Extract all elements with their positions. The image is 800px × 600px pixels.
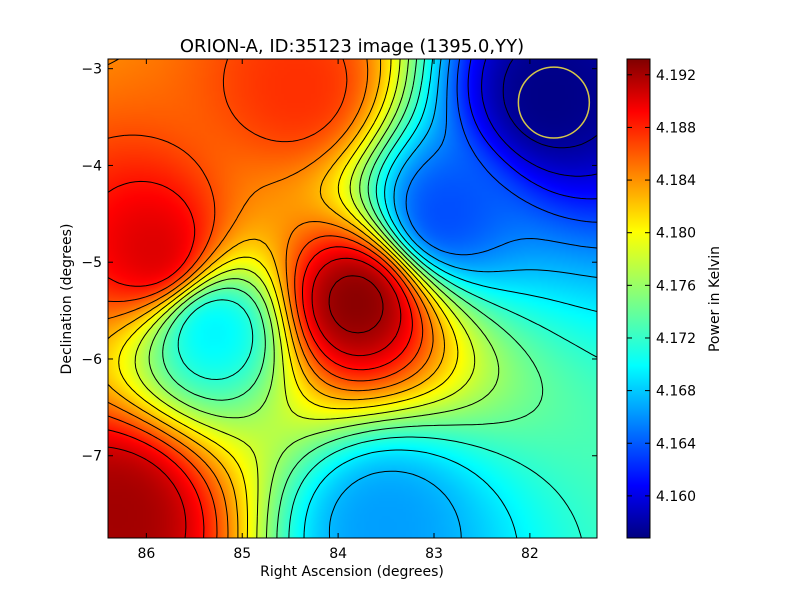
x-tick-label: 83 bbox=[425, 546, 443, 562]
chart-title: ORION-A, ID:35123 image (1395.0,YY) bbox=[180, 36, 524, 57]
y-tick-label: −3 bbox=[81, 62, 102, 78]
contour-line bbox=[118, 59, 459, 538]
contour-line bbox=[108, 59, 434, 538]
y-axis-ticks: −3 −4 −5 −6 −7 bbox=[81, 62, 597, 465]
contour-line bbox=[108, 257, 402, 538]
heatmap bbox=[108, 59, 597, 538]
x-tick-label: 84 bbox=[329, 546, 347, 562]
y-tick-label: −6 bbox=[81, 352, 102, 368]
colorbar-tick-label: 4.192 bbox=[656, 68, 696, 84]
x-axis-ticks: 86 85 84 83 82 bbox=[137, 59, 539, 562]
contour-line bbox=[108, 59, 445, 538]
x-axis-label: Right Ascension (degrees) bbox=[260, 564, 444, 580]
x-tick-label: 86 bbox=[137, 546, 155, 562]
y-tick-label: −4 bbox=[81, 158, 102, 174]
colorbar-tick-label: 4.168 bbox=[656, 384, 696, 400]
contour-lines bbox=[108, 59, 597, 538]
contour-line bbox=[481, 59, 597, 177]
contour-line bbox=[456, 59, 597, 223]
colorbar-tick-label: 4.164 bbox=[656, 436, 696, 452]
colorbar-label: Power in Kelvin bbox=[707, 246, 723, 352]
colorbar-gradient bbox=[626, 58, 651, 539]
contour-line bbox=[148, 59, 500, 538]
contour-line bbox=[467, 59, 597, 200]
contour-line bbox=[303, 59, 597, 538]
y-axis-label: Declination (degrees) bbox=[59, 224, 75, 375]
contour-line bbox=[162, 59, 544, 538]
contour-line bbox=[108, 180, 413, 538]
x-tick-label: 82 bbox=[521, 546, 539, 562]
contour-line bbox=[134, 59, 476, 538]
colorbar-tick-label: 4.180 bbox=[656, 226, 696, 242]
y-tick-label: −7 bbox=[81, 449, 102, 465]
contour-line bbox=[502, 59, 597, 149]
contour-line bbox=[108, 59, 424, 538]
colorbar-ticks: 4.160 4.164 4.168 4.172 4.176 4.180 4.184 4.188… bbox=[627, 68, 696, 505]
colorbar-tick-label: 4.188 bbox=[656, 120, 696, 136]
contour-line bbox=[405, 59, 597, 256]
colorbar-tick-label: 4.172 bbox=[656, 331, 696, 347]
colorbar: 4.160 4.164 4.168 4.172 4.176 4.180 4.184 4.188… bbox=[626, 58, 723, 539]
contour-line bbox=[328, 275, 384, 334]
plot-frame bbox=[107, 58, 598, 539]
colorbar-tick-label: 4.184 bbox=[656, 173, 696, 189]
colorbar-tick-label: 4.160 bbox=[656, 489, 696, 505]
contour-line bbox=[328, 59, 597, 538]
colorbar-tick-label: 4.176 bbox=[656, 278, 696, 294]
contour-line bbox=[177, 59, 597, 538]
x-tick-label: 85 bbox=[233, 546, 251, 562]
y-tick-label: −5 bbox=[81, 255, 102, 271]
beam-circle bbox=[517, 66, 591, 139]
